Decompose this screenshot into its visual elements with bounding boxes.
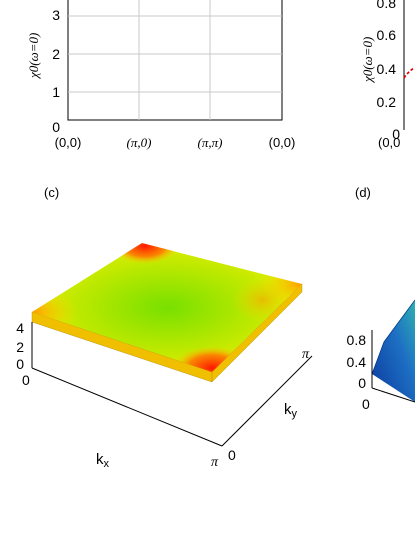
kx-axis-label: kx [96, 451, 110, 470]
panel-c: (c) 4 2 0 0 kx ky π [16, 185, 313, 470]
y-tick-label: 0.2 [377, 94, 397, 110]
y-tick-label: 0 [52, 119, 60, 135]
y-tick-label: 2 [52, 46, 60, 62]
x-tick-label: (π,π) [198, 135, 223, 150]
x-tick-label: (0,0) [55, 135, 82, 150]
plot-frame [67, 0, 283, 121]
panel-label: (d) [355, 185, 371, 200]
z-tick-label: 4 [16, 320, 24, 336]
kx-axis-end: π [211, 455, 219, 470]
x-axis [371, 387, 415, 403]
ky-axis-label: ky [284, 401, 298, 420]
surface-edge [371, 299, 415, 375]
panel-d: (d) 0.8 0.4 0 0 [347, 185, 415, 412]
panel-label: (c) [44, 185, 59, 200]
x-tick-label: (0,0) [269, 135, 296, 150]
y-axis-label: χ0(ω=0) [26, 33, 41, 80]
ky-axis-origin: 0 [228, 447, 236, 463]
y-tick-label: 0.8 [377, 0, 397, 11]
z-tick-label: 2 [16, 339, 24, 355]
surface-plot [372, 300, 415, 402]
panel-b: 0.8 0.6 0.4 0.2 0 χ0(ω=0) (0,0 [360, 0, 415, 150]
z-tick-label: 0 [358, 375, 366, 391]
series-line [403, 67, 415, 79]
z-tick-label: 0.8 [347, 332, 367, 348]
surface-plot [31, 243, 303, 383]
ky-axis-end: π [302, 347, 310, 362]
panel-a: 0 1 2 3 χ0(ω=0) (0,0) (π,0) (π,π) (0,0) [26, 0, 295, 150]
axes [31, 322, 313, 447]
y-tick-label: 3 [52, 7, 60, 23]
y-tick-label: 0 [392, 126, 400, 142]
x-tick-label: (π,0) [127, 135, 152, 150]
x-axis-origin: 0 [362, 396, 370, 412]
y-tick-label: 0.6 [377, 27, 397, 43]
z-tick-label: 0 [16, 356, 24, 372]
x-axis-origin: 0 [22, 372, 30, 388]
y-tick-label: 0.4 [377, 61, 397, 77]
y-axis-label: χ0(ω=0) [360, 37, 375, 84]
z-tick-label: 0.4 [347, 354, 367, 370]
grid [68, 0, 282, 120]
y-tick-label: 1 [52, 84, 60, 100]
x-tick-label: (0,0 [378, 135, 400, 150]
